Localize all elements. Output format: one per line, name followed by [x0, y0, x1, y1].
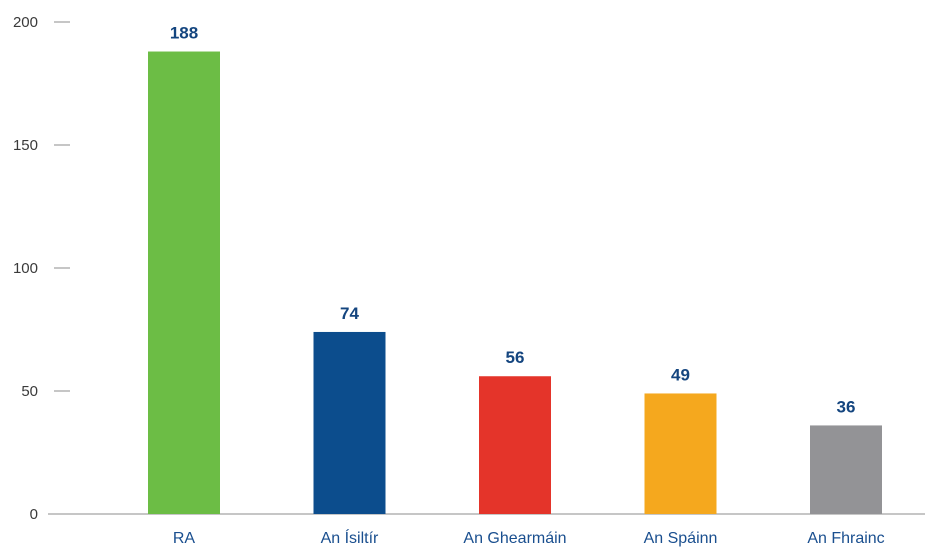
y-tick-label: 0 — [30, 506, 38, 523]
bars-group — [148, 51, 882, 515]
y-tick-label: 200 — [13, 14, 38, 31]
data-label: 56 — [506, 348, 525, 367]
x-tick-label: An Ísiltír — [321, 528, 379, 547]
x-tick-label: RA — [173, 530, 196, 547]
data-label: 188 — [170, 24, 198, 43]
y-tick-label: 100 — [13, 260, 38, 277]
data-label: 74 — [340, 304, 359, 323]
x-tick-label: An Ghearmáin — [463, 530, 566, 547]
x-tick-label: An Fhrainc — [807, 530, 884, 547]
y-axis: 0 50 100 150 200 — [13, 14, 70, 523]
bar — [479, 376, 551, 514]
bar — [148, 51, 220, 515]
x-tick-label: An Spáinn — [644, 530, 718, 547]
data-label: 36 — [837, 397, 856, 416]
y-tick-label: 50 — [21, 383, 38, 400]
bar — [313, 331, 386, 514]
data-labels-group: 188 74 56 49 36 — [170, 24, 856, 417]
bar — [810, 425, 882, 514]
bar — [644, 393, 717, 514]
data-label: 49 — [671, 365, 690, 384]
category-labels-group: RA An Ísiltír An Ghearmáin An Spáinn An Fhra… — [173, 528, 885, 547]
y-tick-label: 150 — [13, 137, 38, 154]
